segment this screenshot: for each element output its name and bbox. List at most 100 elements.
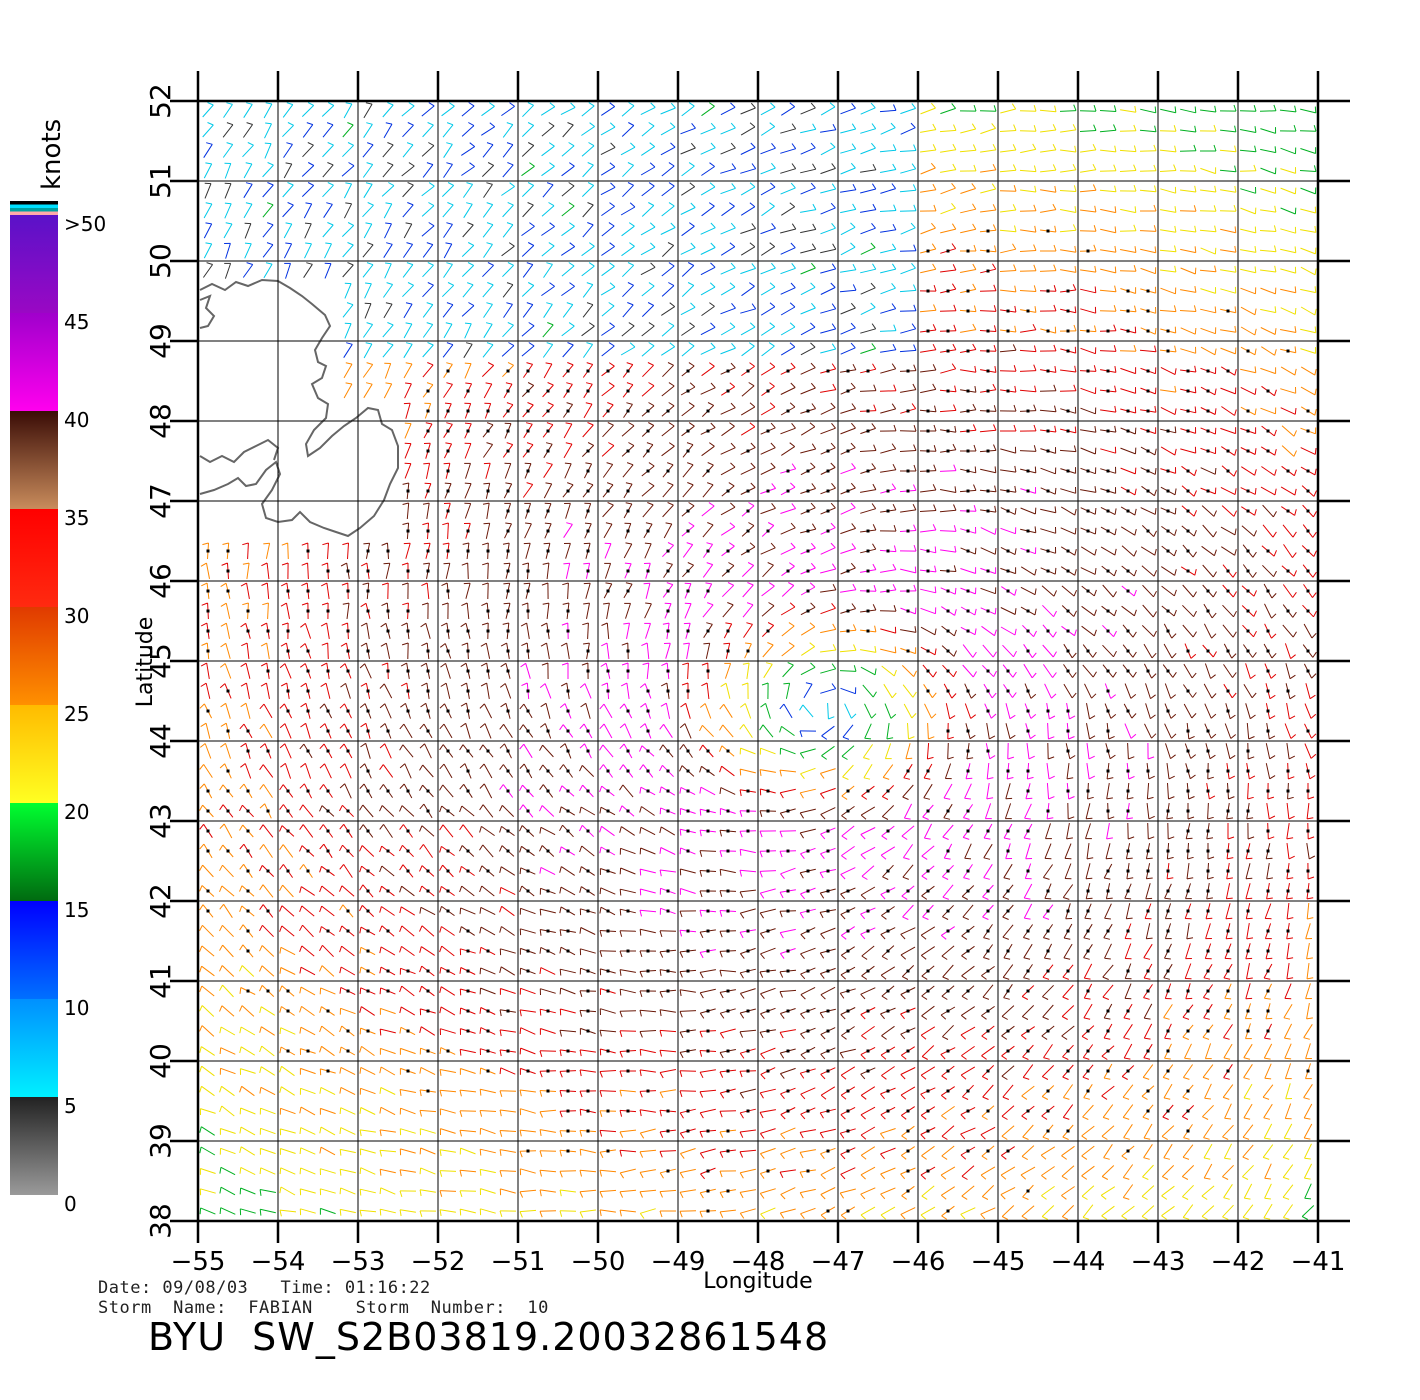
wind-barb [680,247,696,255]
rain-flag [286,629,290,633]
wind-barb-tick [1294,326,1297,333]
wind-barb [1180,448,1196,454]
wind-barb [485,463,491,479]
rain-flag [966,589,970,593]
wind-barb [646,662,650,680]
wind-barb-tick [770,102,776,108]
wind-barb-tick [402,502,409,505]
wind-barb-tick [1190,653,1197,659]
rain-flag [466,749,470,753]
wind-barb [303,264,313,278]
wind-barb-tick [525,522,532,525]
wind-barb [1199,269,1217,273]
wind-barb [601,385,615,397]
wind-barb-tick [1034,225,1037,233]
wind-barb-tick [399,886,403,893]
wind-barb [1265,763,1271,779]
wind-barb [1080,308,1096,314]
wind-barb [721,425,735,437]
wind-barb-tick [791,422,796,429]
wind-barb-tick [789,442,796,447]
wind-barb [321,105,335,117]
wind-barb-tick [360,742,366,748]
wind-barb [581,105,595,117]
wind-barb [564,463,572,479]
wind-barb [1119,270,1137,272]
rain-flag [926,289,930,293]
wind-barb-tick [1154,327,1157,335]
wind-barb [206,563,210,579]
wind-barb [1164,683,1172,699]
wind-barb-tick [486,342,494,346]
wind-barb-tick [820,853,825,860]
wind-barb-tick [954,587,957,595]
rain-flag [1126,569,1130,573]
wind-barb-tick [540,622,548,627]
wind-barb [962,664,974,678]
wind-barb-tick [467,222,474,226]
wind-barb-tick [810,462,816,468]
wind-barb [660,847,676,855]
wind-barb-tick [579,845,583,853]
rain-flag [526,509,530,513]
wind-barb-tick [662,622,670,625]
wind-barb-tick [519,825,523,832]
rain-flag [946,869,950,873]
rain-flag [466,849,470,853]
wind-barb [601,825,615,837]
wind-barb [820,589,836,593]
rain-flag [586,749,590,753]
wind-barb [501,245,515,257]
wind-barb-tick [799,792,804,799]
wind-barb [1240,306,1256,316]
wind-barb-tick [482,562,489,566]
wind-barb [1245,703,1251,719]
wind-barb-tick [668,182,675,187]
rain-flag [1046,489,1050,493]
wind-barb-tick [1192,591,1197,598]
wind-barb [1063,683,1073,699]
wind-barb [720,147,736,155]
rain-flag [1226,589,1230,593]
wind-barb-tick [871,323,877,330]
rain-flag [386,789,390,793]
wind-barb-tick [440,662,446,668]
wind-barb-tick [609,262,615,267]
wind-barb [406,502,410,520]
rain-flag [366,689,370,693]
wind-barb-tick [365,342,372,345]
wind-barb [622,184,634,198]
wind-barb-tick [206,262,213,265]
wind-barb [1040,209,1056,213]
wind-barb [562,344,574,358]
wind-barb [820,167,836,175]
wind-barb [1240,287,1256,295]
wind-barb-tick [400,702,406,708]
rain-flag [786,809,790,813]
wind-barb-tick [951,693,957,699]
rain-flag [426,529,430,533]
wind-barb-tick [468,302,475,307]
rain-flag [566,629,570,633]
rain-flag [366,569,370,573]
rain-flag [1306,549,1310,553]
wind-barb-tick [1269,694,1276,700]
colorbar-tick-label: 10 [64,996,89,1020]
rain-flag [1286,349,1290,353]
wind-barb-tick [642,662,649,665]
wind-barb-tick [1292,611,1297,618]
wind-barb-tick [932,343,937,351]
rain-flag [1026,489,1030,493]
wind-barb-tick [467,262,474,266]
wind-barb-tick [873,444,877,451]
wind-barb-tick [739,703,746,708]
wind-barb [900,328,916,334]
wind-barb [842,724,854,738]
rain-flag [406,489,410,493]
wind-barb [1100,249,1116,253]
wind-barb [700,227,716,235]
wind-barb [860,827,876,835]
wind-barb-tick [972,283,977,290]
wind-barb-tick [608,382,615,387]
wind-barb-tick [954,609,957,616]
